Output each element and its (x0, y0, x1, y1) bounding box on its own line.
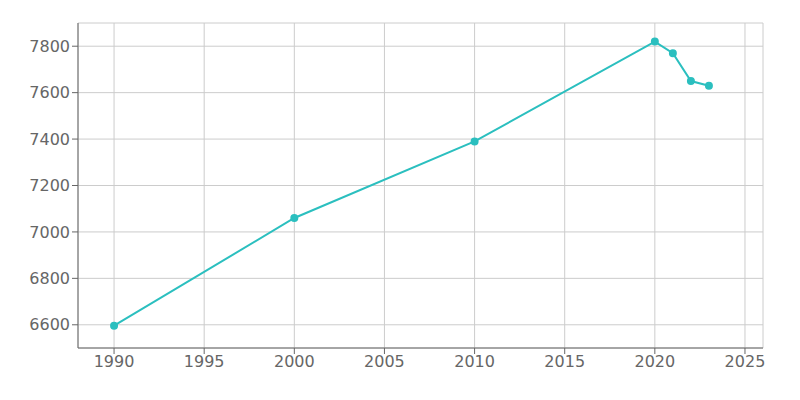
svg-text:1990: 1990 (94, 352, 135, 371)
svg-text:2015: 2015 (544, 352, 585, 371)
svg-text:7200: 7200 (29, 176, 70, 195)
svg-text:7800: 7800 (29, 37, 70, 56)
svg-text:2005: 2005 (364, 352, 405, 371)
svg-text:7600: 7600 (29, 83, 70, 102)
svg-text:6600: 6600 (29, 315, 70, 334)
svg-text:7000: 7000 (29, 223, 70, 242)
svg-text:2020: 2020 (634, 352, 675, 371)
svg-text:2010: 2010 (454, 352, 495, 371)
svg-text:2025: 2025 (725, 352, 766, 371)
svg-text:7400: 7400 (29, 130, 70, 149)
svg-text:2000: 2000 (274, 352, 315, 371)
svg-text:6800: 6800 (29, 269, 70, 288)
svg-text:1995: 1995 (184, 352, 225, 371)
